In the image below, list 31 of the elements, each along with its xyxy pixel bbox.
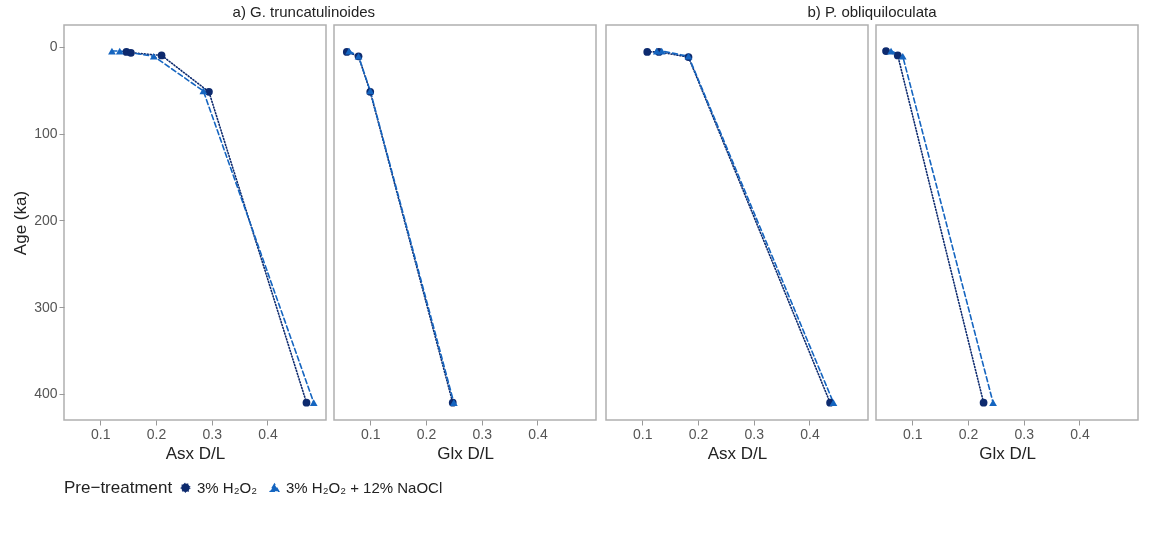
x-tick-label: 0.4: [528, 425, 548, 442]
x-tick-label: 0.3: [202, 425, 223, 442]
chart-title: a) G. truncatulinoides: [232, 3, 376, 21]
x-tick-label: 0.1: [91, 425, 111, 442]
x-axis-title: Glx D/L: [979, 443, 1036, 463]
y-tick-label: 200: [34, 211, 58, 228]
x-tick-label: 0.1: [633, 425, 653, 442]
x-tick-label: 0.4: [1070, 425, 1090, 442]
x-tick-label: 0.3: [472, 425, 493, 442]
y-axis-title: Age (ka): [11, 190, 31, 256]
x-tick-label: 0.4: [258, 425, 278, 442]
y-tick-label: 0: [49, 38, 58, 55]
y-tick-label: 300: [34, 298, 58, 315]
x-tick-label: 0.4: [800, 425, 820, 442]
y-tick-label: 100: [34, 125, 58, 142]
x-tick-label: 0.1: [361, 425, 381, 442]
x-tick-label: 0.3: [744, 425, 765, 442]
x-tick-label: 0.2: [416, 425, 437, 442]
y-tick-label: 400: [34, 385, 58, 402]
x-axis-title: Asx D/L: [165, 443, 226, 463]
x-tick-label: 0.2: [688, 425, 709, 442]
x-axis-title: Glx D/L: [437, 443, 494, 463]
x-tick-label: 0.3: [1014, 425, 1035, 442]
x-tick-label: 0.2: [146, 425, 167, 442]
x-tick-label: 0.1: [903, 425, 923, 442]
x-tick-label: 0.2: [958, 425, 979, 442]
x-axis-title: Asx D/L: [707, 443, 768, 463]
legend-label: 3% H₂O₂ + 12% NaOCl: [286, 478, 443, 496]
legend-label: 3% H₂O₂: [197, 478, 258, 496]
chart-title: b) P. obliquiloculata: [807, 3, 938, 21]
legend-title: Pre−treatment: [64, 478, 173, 497]
